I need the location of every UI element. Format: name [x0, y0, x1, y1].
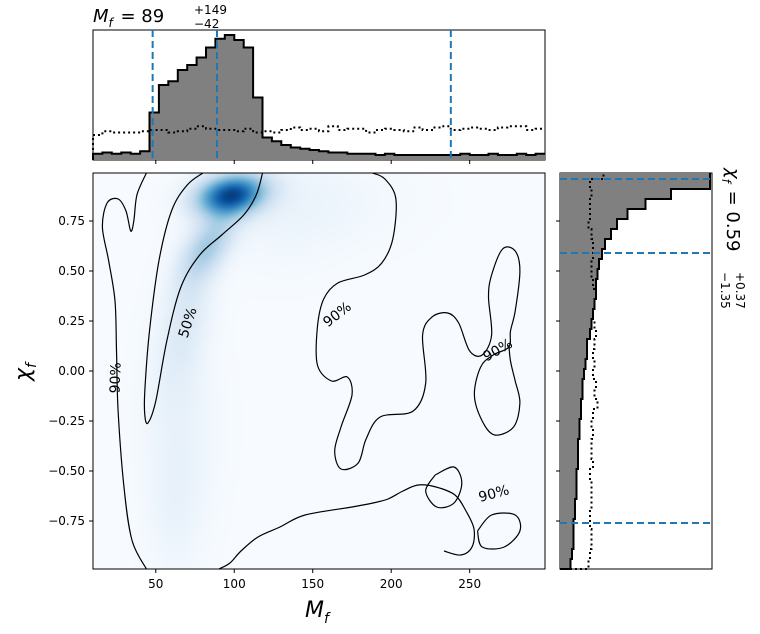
x-tick-label: 150 — [301, 577, 324, 591]
spin-marginal-ticks — [556, 220, 560, 522]
contour-label-90-lower: 90% — [477, 482, 511, 506]
x-tick-label: 250 — [458, 577, 481, 591]
contour-label-90-left: 90% — [107, 362, 124, 394]
contour-90-right — [315, 172, 521, 471]
mass-posterior-fill — [93, 35, 545, 160]
mass-prior-histogram — [92, 125, 545, 160]
spin-title: χf = 0.59 +0.37 −1.35 — [718, 167, 747, 309]
y-tick-label: 0.25 — [58, 314, 85, 328]
mass-title-subscript: f — [109, 16, 115, 30]
y-tick-label: 0.00 — [58, 364, 85, 378]
x-axis-label: Mf — [305, 598, 331, 627]
x-axis-ticks: 50 100 150 200 250 — [148, 569, 481, 591]
y-tick-label: 0.50 — [58, 264, 85, 278]
mass-title-lower-error: −42 — [194, 17, 219, 31]
spin-posterior-fill — [560, 173, 710, 569]
spin-posterior-outline — [560, 173, 711, 570]
spin-title-upper-error: +0.37 — [733, 272, 747, 309]
contour-90-island-lower — [476, 512, 522, 550]
mass-posterior-histogram — [92, 34, 545, 160]
y-axis-ticks: −0.75 −0.50 −0.25 0.00 0.25 0.50 0.75 — [48, 214, 93, 528]
credible-contours — [101, 172, 522, 570]
spin-marginal-panel — [556, 172, 713, 570]
mass-title-upper-error: +149 — [194, 3, 227, 17]
x-tick-label: 200 — [380, 577, 403, 591]
spin-prior-outline — [560, 173, 605, 570]
spin-prior-histogram — [560, 173, 605, 570]
mass-title-value: 89 — [141, 6, 164, 27]
y-tick-label: −0.75 — [48, 514, 85, 528]
spin-quantile-lines — [560, 178, 712, 524]
joint-density-heatmap — [93, 173, 545, 569]
contour-50 — [143, 172, 264, 425]
contour-90-island — [425, 466, 463, 509]
mass-title-symbol: M — [93, 6, 109, 27]
y-tick-label: −0.25 — [48, 414, 85, 428]
mass-title: Mf = 89 — [93, 6, 164, 30]
y-axis-label: χf — [11, 361, 40, 382]
y-tick-label: 0.75 — [58, 214, 85, 228]
x-tick-label: 100 — [223, 577, 246, 591]
mass-posterior-outline — [92, 34, 545, 160]
spin-posterior-histogram — [560, 173, 711, 570]
svg-text:χf = 0.59: χf = 0.59 — [719, 167, 743, 252]
mass-marginal-panel — [92, 29, 546, 164]
mass-marginal-ticks — [155, 160, 471, 164]
joint-posterior-panel: 50 100 150 200 250 −0.75 −0.50 −0.25 0.00 0.25 0.… — [48, 172, 546, 591]
y-tick-label: −0.50 — [48, 464, 85, 478]
mass-prior-outline — [92, 125, 545, 160]
contour-90-main — [101, 172, 147, 570]
x-tick-label: 50 — [148, 577, 163, 591]
spin-title-lower-error: −1.35 — [718, 272, 732, 309]
contour-90-lower — [218, 484, 476, 570]
